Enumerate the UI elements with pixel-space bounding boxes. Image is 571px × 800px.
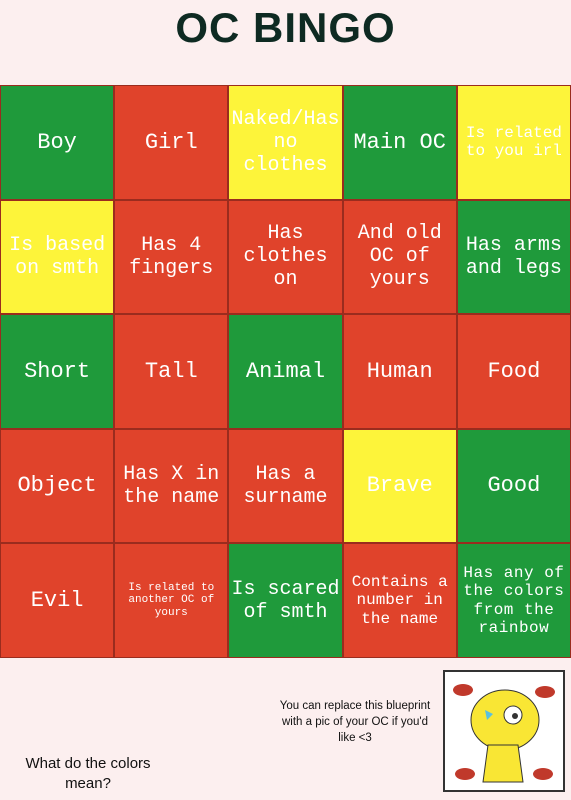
bingo-cell[interactable]: Is scared of smth bbox=[228, 543, 343, 658]
bingo-cell[interactable]: Short bbox=[0, 314, 115, 429]
bingo-cell[interactable]: Tall bbox=[114, 314, 229, 429]
bingo-cell[interactable]: Food bbox=[456, 314, 571, 429]
oc-picture bbox=[443, 670, 565, 792]
bingo-cell[interactable]: Human bbox=[342, 314, 457, 429]
bingo-cell[interactable]: Is related to you irl bbox=[456, 85, 571, 200]
bingo-cell[interactable]: Has clothes on bbox=[228, 199, 343, 315]
bingo-cell[interactable]: Has arms and legs bbox=[456, 199, 571, 315]
question: What do the colors mean? bbox=[25, 755, 151, 793]
bingo-cell[interactable]: Girl bbox=[114, 85, 229, 200]
bingo-cell[interactable]: Animal bbox=[228, 314, 343, 429]
bingo-cell[interactable]: Boy bbox=[0, 85, 115, 200]
bingo-cell[interactable]: Main OC bbox=[342, 85, 457, 200]
bingo-cell[interactable]: Good bbox=[456, 428, 571, 544]
note: You can replace this blueprint with a pi… bbox=[279, 700, 431, 745]
bingo-cell[interactable]: Has a surname bbox=[228, 428, 343, 544]
bingo-cell[interactable]: Object bbox=[0, 428, 115, 544]
bingo-grid: Boy Girl Naked/Has no clothes Main OC Is rel… bbox=[0, 85, 571, 658]
bingo-cell[interactable]: Brave bbox=[342, 428, 457, 544]
bingo-cell[interactable]: And old OC of yours bbox=[342, 199, 457, 315]
bingo-cell[interactable]: Has any of the colors from the rainbow bbox=[456, 543, 571, 658]
bingo-cell[interactable]: Evil bbox=[0, 543, 115, 658]
bingo-cell[interactable]: Has 4 fingers bbox=[114, 199, 229, 315]
bingo-cell[interactable]: Contains a number in the name bbox=[342, 543, 457, 658]
bingo-cell[interactable]: Has X in the name bbox=[114, 428, 229, 544]
title: OC BINGO bbox=[175, 4, 396, 51]
bingo-cell[interactable]: Naked/Has no clothes bbox=[228, 85, 343, 200]
bingo-cell[interactable]: Is related to another OC of yours bbox=[114, 543, 229, 658]
bingo-cell[interactable]: Is based on smth bbox=[0, 199, 115, 315]
